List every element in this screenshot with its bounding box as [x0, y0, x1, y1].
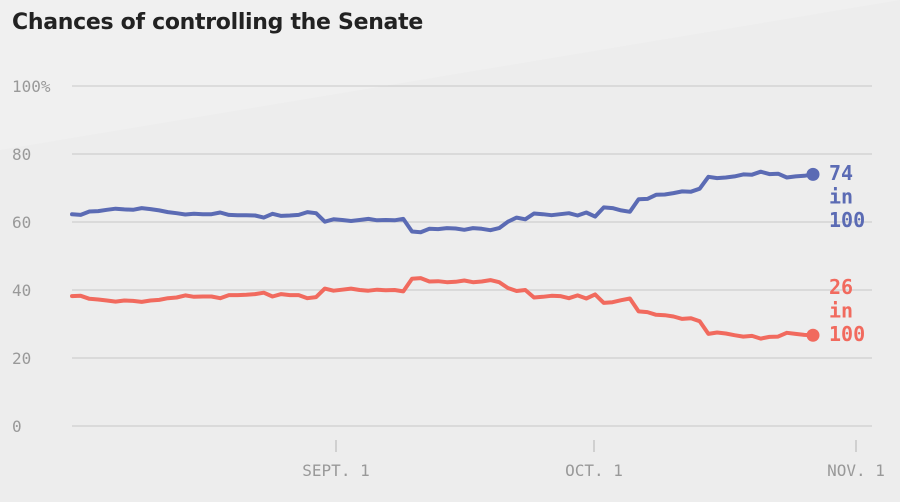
series-line [70, 169, 815, 235]
series-end-label: in [829, 185, 853, 209]
series-end-label: 100 [829, 208, 865, 232]
y-tick-label: 40 [12, 281, 31, 300]
y-tick-label: 60 [12, 213, 31, 232]
y-tick-label: 100% [12, 77, 51, 96]
y-tick-label: 80 [12, 145, 31, 164]
y-axis-ticks: 100% 80 60 40 20 0 [12, 77, 51, 436]
grid-lines [72, 85, 872, 427]
y-tick-label: 0 [12, 417, 22, 436]
chart-title: Chances of controlling the Senate [12, 10, 423, 35]
y-tick-label: 20 [12, 349, 31, 368]
x-axis-ticks: SEPT. 1 OCT. 1 NOV. 1 [302, 440, 885, 480]
x-tick-label: OCT. 1 [565, 461, 623, 480]
series-end-label: 100 [829, 322, 865, 346]
x-tick-label: SEPT. 1 [302, 461, 369, 480]
series-end-dot [806, 328, 820, 342]
series-line [70, 276, 815, 341]
series-end-label: 74 [829, 161, 853, 185]
series-lines [70, 167, 820, 342]
series-end-dot [806, 167, 820, 181]
x-tick-label: NOV. 1 [827, 461, 885, 480]
series-end-label: in [829, 299, 853, 323]
series-end-label: 26 [829, 275, 853, 299]
